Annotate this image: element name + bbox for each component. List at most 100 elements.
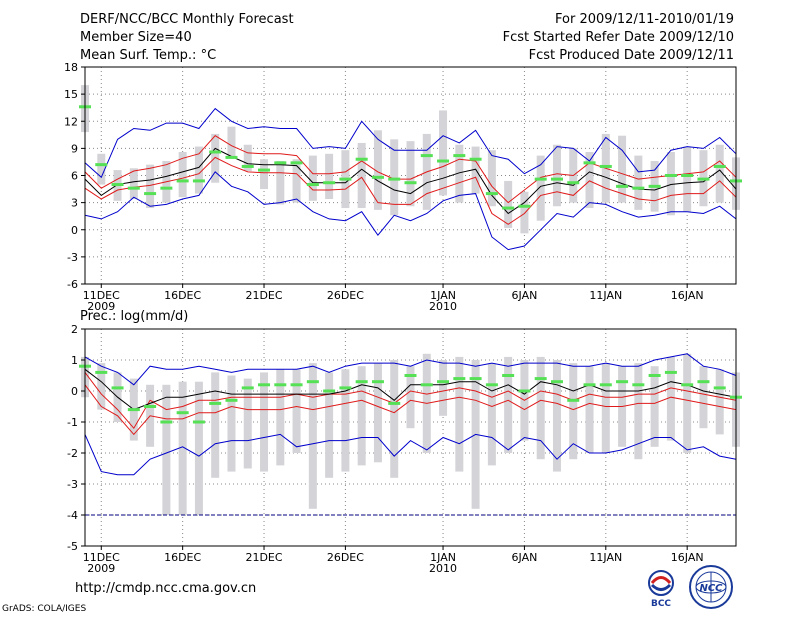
ensemble-box xyxy=(341,369,350,472)
y-tick-label: 2 xyxy=(71,323,78,336)
ncc-logo-text: NCC xyxy=(699,583,723,594)
ensemble-box xyxy=(260,159,269,190)
observed-marker xyxy=(599,383,612,387)
ensemble-box xyxy=(276,161,285,205)
ensemble-box xyxy=(211,133,220,183)
y-tick-label: 6 xyxy=(71,170,78,183)
ensemble-box xyxy=(373,130,382,210)
ensemble-box xyxy=(618,135,627,203)
y-tick-label: 12 xyxy=(64,115,78,128)
observed-marker xyxy=(567,181,580,185)
observed-marker xyxy=(583,383,596,387)
ensemble-box xyxy=(194,146,203,194)
ncc-logo-icon: NCC xyxy=(689,565,733,609)
observed-marker xyxy=(225,398,238,402)
ensemble-box xyxy=(243,378,252,469)
observed-marker xyxy=(453,377,466,381)
observed-marker xyxy=(534,377,547,381)
y-tick-label: -6 xyxy=(67,278,78,291)
bcc-logo-text: BCC xyxy=(651,599,671,608)
ensemble-box xyxy=(634,155,643,210)
y-tick-label: 0 xyxy=(71,224,78,237)
x-tick-label: 1JAN xyxy=(430,551,456,564)
ensemble-box xyxy=(455,356,464,472)
ensemble-box xyxy=(97,363,106,410)
ensemble-box xyxy=(585,151,594,209)
x-tick-label: 11DEC xyxy=(83,289,120,302)
observed-marker xyxy=(323,389,336,393)
y-tick-label: 0 xyxy=(71,385,78,398)
observed-marker xyxy=(95,163,108,167)
ensemble-box xyxy=(585,366,594,453)
outer-high-line xyxy=(84,107,737,179)
ensemble-box xyxy=(390,360,399,478)
bcc-logo-icon: BCC xyxy=(648,570,674,608)
ensemble-box xyxy=(666,151,675,216)
observed-marker xyxy=(713,164,726,168)
x-tick-label: 11JAN xyxy=(589,289,622,302)
x-tick-label: 26DEC xyxy=(327,289,364,302)
ensemble-box xyxy=(162,384,171,515)
observed-marker xyxy=(355,157,368,161)
x-tick-label: 1JAN xyxy=(430,289,456,302)
observed-marker xyxy=(127,186,140,190)
x-tick-year: 2010 xyxy=(429,300,457,313)
ensemble-box xyxy=(650,366,659,447)
observed-marker xyxy=(469,377,482,381)
ensemble-box xyxy=(504,356,513,453)
observed-marker xyxy=(160,420,173,424)
observed-marker xyxy=(241,164,254,168)
observed-marker xyxy=(632,186,645,190)
ensemble-box xyxy=(504,180,513,228)
ensemble-mean-line xyxy=(84,368,737,411)
observed-marker xyxy=(127,408,140,412)
observed-marker xyxy=(404,374,417,377)
x-tick-label: 11JAN xyxy=(589,551,622,564)
ensemble-box xyxy=(227,375,236,472)
observed-marker xyxy=(306,183,319,187)
y-tick-label: -4 xyxy=(67,509,78,522)
observed-marker xyxy=(176,411,189,415)
ensemble-box xyxy=(308,155,317,201)
observed-marker xyxy=(697,177,710,181)
inner-low-line xyxy=(84,156,737,225)
ensemble-box xyxy=(601,363,610,453)
variable-label: Mean Surf. Temp.: °C xyxy=(80,48,217,63)
ensemble-box xyxy=(390,139,399,216)
ensemble-box xyxy=(536,356,545,460)
observed-marker xyxy=(550,177,563,181)
ensemble-box xyxy=(552,144,561,207)
x-tick-label: 26DEC xyxy=(327,551,364,564)
observed-marker xyxy=(648,374,661,377)
header-right: For 2009/12/11-2010/01/19 Fcst Started R… xyxy=(503,11,734,65)
observed-marker xyxy=(681,383,694,387)
observed-marker xyxy=(323,181,336,185)
y-tick-label: 3 xyxy=(71,197,78,210)
ensemble-box xyxy=(194,381,203,515)
observed-marker xyxy=(681,174,694,177)
observed-marker xyxy=(371,175,384,179)
y-tick-label: -1 xyxy=(67,416,78,429)
observed-marker xyxy=(469,157,482,161)
x-tick-label: 16JAN xyxy=(671,551,704,564)
x-tick-year: 2009 xyxy=(87,562,115,575)
start-date: Fcst Started Refer Date 2009/12/10 xyxy=(502,30,734,45)
x-tick-label: 16DEC xyxy=(164,551,201,564)
ensemble-box xyxy=(292,369,301,453)
y-tick-label: -3 xyxy=(67,478,78,491)
observed-marker xyxy=(209,150,222,154)
footer-url[interactable]: http://cmdp.ncc.cma.gov.cn xyxy=(75,581,257,596)
ensemble-box xyxy=(308,363,317,509)
x-tick-label: 16JAN xyxy=(671,289,704,302)
y-tick-label: 1 xyxy=(71,354,78,367)
ensemble-box xyxy=(357,366,366,466)
precip-label: Prec.: log(mm/d) xyxy=(80,309,189,324)
ensemble-box xyxy=(683,353,692,453)
observed-marker xyxy=(648,184,661,188)
inner-low-line xyxy=(84,384,737,436)
y-tick-label: 18 xyxy=(64,61,78,74)
observed-marker xyxy=(388,177,401,181)
ensemble-box xyxy=(666,356,675,441)
ensemble-box xyxy=(227,126,236,158)
